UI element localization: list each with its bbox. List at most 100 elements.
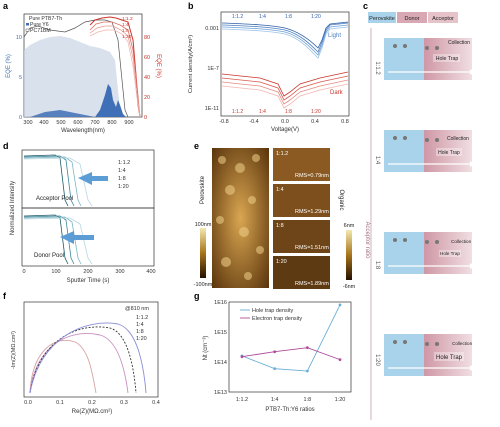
schem-3-collection: Collection xyxy=(451,239,472,244)
xlabel-g: PTB7-Th:Y6 ratios xyxy=(265,407,314,413)
afm-organic-tiles: 1:1.2 RMS=0.79nm 1:4 RMS=1.29nm 1:8 RMS=… xyxy=(273,148,330,289)
legend-d-2: 1:4 xyxy=(118,168,126,174)
panel-letter-d: d xyxy=(3,141,9,151)
ytick-b-1: 0.001 xyxy=(205,26,219,32)
legend-a-1: Pure PTB7-Th xyxy=(29,16,62,22)
ylabel-d: Normalized Intensity xyxy=(10,181,16,235)
ytick-g-1: 1E13 xyxy=(214,390,227,396)
legend-a-2: Pure Y6 xyxy=(30,22,49,28)
panel-d: d Acceptor Pool 1:1.2 1:4 1:8 1:20 Donor… xyxy=(3,141,156,284)
schem-1-organic xyxy=(424,38,472,80)
ylabel-g: Nt (cm⁻³) xyxy=(203,336,209,361)
ytick-g-4: 1E16 xyxy=(214,300,227,306)
ratio-label-3: 1:8 xyxy=(374,261,380,270)
y6-area xyxy=(95,84,126,117)
panel-b-frame xyxy=(220,11,350,117)
legend-d-4: 1:20 xyxy=(118,184,129,190)
schem-2-organic xyxy=(424,130,472,172)
schem-4-collection: Collection xyxy=(452,341,473,346)
legend-f: 1:1.2 1:4 1:8 1:20 xyxy=(136,315,148,342)
xtick-a-2: 400 xyxy=(39,120,48,126)
legend-b-bottom-3: 1:8 xyxy=(285,109,292,115)
legend-b-top-4: 1:20 xyxy=(311,14,321,20)
legend-a-ratio-2: 1:4 xyxy=(122,22,129,28)
panel-d-bottom-frame xyxy=(21,207,155,267)
afm-tile-labels: 1:1.2 RMS=0.79nm 1:4 RMS=1.29nm 1:8 RMS=… xyxy=(276,151,329,287)
legend-b-bottom: 1:1.2 1:4 1:8 1:20 xyxy=(232,109,321,115)
schem-2-hole-trap: Hole Trap xyxy=(438,150,460,156)
xtick-d-3: 200 xyxy=(83,269,92,275)
colorbar-right-top: 6nm xyxy=(344,223,355,229)
ylabel-f: -Im(Z)(MΩ.cm²) xyxy=(11,331,17,369)
xtick-a-5: 700 xyxy=(90,120,99,126)
legend-f-2: 1:4 xyxy=(136,322,144,328)
legend-g-1: Hole trap density xyxy=(252,308,294,314)
header-donor-box xyxy=(397,12,427,23)
ratio-labels: 1:1.2 1:4 1:8 1:20 xyxy=(374,61,380,366)
ytick-a-r-4: 60 xyxy=(144,55,150,61)
legend-b-top: 1:1.2 1:4 1:8 1:20 xyxy=(232,14,321,20)
legend-b-bottom-4: 1:20 xyxy=(311,109,321,115)
ytick-a-r-5: 80 xyxy=(144,35,150,41)
panel-f: f @810 nm 1:1.2 1:4 1:8 1:20 0.0 0.1 0.2… xyxy=(3,291,160,415)
donor-pool-curves xyxy=(23,214,93,265)
light-label: Light xyxy=(328,33,341,39)
afm-tile-2-rms: RMS=1.29nm xyxy=(295,209,329,215)
xtick-a-7: 900 xyxy=(124,120,133,126)
ratio-axis-label: Acceptor ratio xyxy=(364,221,370,259)
legend-a-ratio-1: 1:1.2 xyxy=(122,16,133,22)
nyquist-curves xyxy=(29,322,147,394)
series-1-point-2 xyxy=(273,367,277,371)
xtick-b-2: -0.4 xyxy=(249,119,258,125)
xtick-b-3: 0.0 xyxy=(281,119,289,125)
legend-b-bottom-1: 1:1.2 xyxy=(232,109,243,115)
xticks-b: -0.8 -0.4 0.0 0.4 0.8 xyxy=(219,119,349,125)
colorbar-right-bottom: -6nm xyxy=(343,284,356,290)
xtick-f-3: 0.2 xyxy=(88,400,96,406)
xlabel-b: Voltage(V) xyxy=(271,127,299,133)
xtick-d-4: 300 xyxy=(115,269,124,275)
acceptor-arrow xyxy=(78,172,108,185)
legend-d-1: 1:1.2 xyxy=(118,160,130,166)
xtick-g-2: 1:4 xyxy=(271,397,279,403)
ylabel-a-left: EQE (%) xyxy=(6,54,12,78)
schem-3-arrow-head xyxy=(470,263,475,269)
ytick-a-l-1: 0 xyxy=(19,115,22,121)
afm-tile-4-rms: RMS=1.89nm xyxy=(295,281,329,287)
schem-4-organic xyxy=(424,334,472,376)
legend-b-top-3: 1:8 xyxy=(285,14,292,20)
xtick-f-1: 0.0 xyxy=(24,400,32,406)
afm-tile-2-ratio: 1:4 xyxy=(276,187,284,193)
legend-f-3: 1:8 xyxy=(136,329,144,335)
afm-tile-3-rms: RMS=1.51nm xyxy=(295,245,329,251)
xticks-f: 0.0 0.1 0.2 0.3 0.4 xyxy=(24,400,160,406)
panel-e: e Perovskite Organic 100nm -100nm 1:1.2 … xyxy=(194,141,356,290)
legend-a-ratio-4: 1:20 xyxy=(122,34,132,40)
ratio-label-2: 1:4 xyxy=(374,156,380,165)
afm-tile-4 xyxy=(273,256,330,289)
legend-b-bottom-2: 1:4 xyxy=(259,109,266,115)
xtick-g-4: 1:20 xyxy=(335,397,346,403)
afm-tile-2 xyxy=(273,184,330,217)
ytick-a-l-2: 5 xyxy=(19,75,22,81)
schem-4-trap-bg xyxy=(434,352,464,361)
xtick-b-1: -0.8 xyxy=(219,119,228,125)
schematic-2: Collection Hole Trap xyxy=(384,130,475,172)
xtick-g-1: 1:1.2 xyxy=(236,397,248,403)
ytick-g-2: 1E14 xyxy=(214,360,227,366)
series-line-1 xyxy=(241,304,341,372)
schem-2-arrow-head xyxy=(470,161,475,167)
organic-label: Organic xyxy=(338,189,344,210)
legend-f-4: 1:20 xyxy=(136,336,147,342)
colorbar-left-bottom: -100nm xyxy=(194,282,213,288)
xtick-d-2: 100 xyxy=(51,269,60,275)
dark-label: Dark xyxy=(330,90,344,96)
panel-g-marks: 1:1.2 1:4 1:8 1:20 xyxy=(236,303,346,403)
series-2-point-1 xyxy=(240,355,244,359)
panel-a: a Pure PTB7-Th Pure Y6 PC71BM 1:1.2 1:4 … xyxy=(3,1,161,134)
header-perovskite: Perovskite xyxy=(369,16,395,22)
donor-arrow xyxy=(60,231,94,244)
xlabel-a: Wavelength(nm) xyxy=(61,128,105,134)
ytick-a-r-1: 0 xyxy=(144,115,147,121)
